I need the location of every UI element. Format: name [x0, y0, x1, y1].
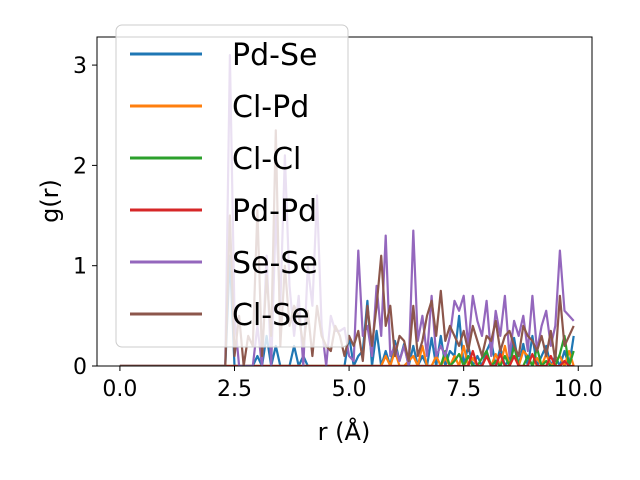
x-tick-label: 0.0 [102, 377, 137, 402]
legend-label: Cl-Cl [232, 142, 301, 177]
legend-label: Cl-Pd [232, 90, 309, 125]
legend-label: Cl-Se [232, 298, 310, 333]
legend: Pd-Se Cl-Pd Cl-Cl Pd-Pd Se-Se Cl-Se [115, 24, 349, 348]
y-tick-label: 3 [73, 54, 87, 79]
y-tick-label: 0 [73, 355, 87, 380]
legend-label: Pd-Se [232, 38, 317, 73]
x-axis-ticks: 0.0 2.5 5.0 7.5 10.0 [102, 366, 603, 402]
x-tick-label: 10.0 [554, 377, 603, 402]
series-line-cl-se [119, 129, 575, 366]
x-axis-label: r (Å) [318, 417, 371, 446]
legend-label: Se-Se [232, 246, 318, 281]
x-tick-label: 5.0 [332, 377, 367, 402]
y-axis-label: g(r) [36, 179, 64, 223]
legend-label: Pd-Pd [232, 194, 317, 229]
series-line-pd-pd [119, 349, 574, 366]
x-tick-label: 7.5 [446, 377, 481, 402]
x-tick-label: 2.5 [217, 377, 252, 402]
y-axis-ticks: 0 1 2 3 [73, 54, 97, 380]
series-line-cl-cl [119, 334, 575, 366]
y-tick-label: 2 [73, 154, 87, 179]
y-tick-label: 1 [73, 255, 87, 280]
